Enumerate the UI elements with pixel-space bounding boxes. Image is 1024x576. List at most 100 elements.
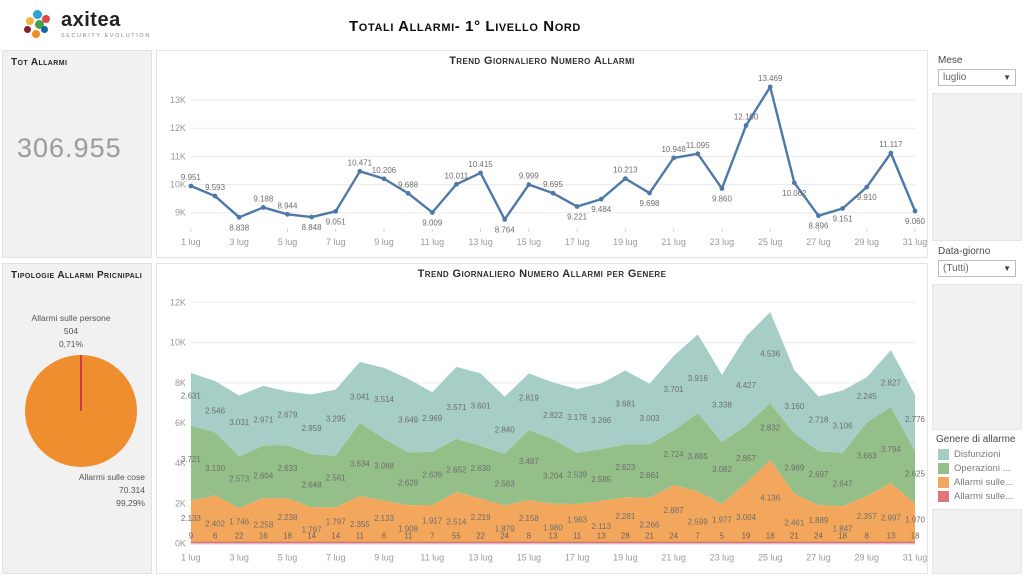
disfunzioni-swatch — [938, 449, 949, 460]
axitea-logo-icon — [24, 9, 54, 39]
svg-text:8.764: 8.764 — [495, 225, 516, 234]
svg-text:2.133: 2.133 — [181, 514, 202, 523]
svg-text:2.971: 2.971 — [253, 416, 274, 425]
svg-text:2.158: 2.158 — [519, 514, 540, 523]
tipologie-pie-chart[interactable] — [3, 352, 153, 470]
svg-text:22: 22 — [235, 532, 244, 541]
svg-text:3.681: 3.681 — [615, 400, 636, 409]
svg-text:9 lug: 9 lug — [374, 553, 393, 563]
svg-text:12K: 12K — [170, 297, 186, 307]
svg-text:3.295: 3.295 — [326, 415, 347, 424]
svg-text:3.794: 3.794 — [881, 445, 902, 454]
svg-text:2.245: 2.245 — [857, 392, 878, 401]
layout: Tot Allarmi 306.955 Tipologie Allarmi Pr… — [0, 47, 1024, 576]
svg-text:2.258: 2.258 — [253, 521, 274, 530]
trend-area-title: Trend Giornaliero Numero Allarmi per Gen… — [417, 268, 667, 280]
svg-text:2.997: 2.997 — [881, 513, 902, 522]
svg-text:11: 11 — [404, 532, 413, 541]
svg-text:2.266: 2.266 — [640, 520, 661, 529]
mese-label: Mese — [938, 55, 963, 66]
svg-text:5 lug: 5 lug — [278, 237, 297, 247]
mese-dropdown[interactable]: luglio ▼ — [938, 69, 1016, 86]
svg-text:21 lug: 21 lug — [661, 237, 685, 247]
tot-allarmi-panel: Tot Allarmi 306.955 — [2, 50, 152, 258]
svg-text:3 lug: 3 lug — [229, 237, 248, 247]
svg-text:2.585: 2.585 — [591, 475, 612, 484]
svg-text:2.679: 2.679 — [277, 410, 298, 419]
svg-text:18: 18 — [283, 532, 292, 541]
svg-text:1.977: 1.977 — [712, 516, 733, 525]
svg-text:9: 9 — [189, 532, 194, 541]
data-giorno-dropdown[interactable]: (Tutti) ▼ — [938, 260, 1016, 277]
svg-text:23 lug: 23 lug — [710, 553, 734, 563]
pie-label-persone: Allarmi sulle persone 504 0,71% — [31, 313, 111, 350]
axitea-logo: axitea SECURITY EVOLUTION — [24, 9, 151, 39]
svg-text:3.266: 3.266 — [591, 416, 612, 425]
legend-title: Genere di allarme — [936, 434, 1016, 445]
svg-text:24: 24 — [500, 532, 509, 541]
svg-text:7 lug: 7 lug — [326, 237, 345, 247]
header: axitea SECURITY EVOLUTION Totali Allarmi… — [0, 0, 1024, 47]
svg-text:1.889: 1.889 — [809, 516, 830, 525]
legend-item-allarmi-cose[interactable]: Allarmi sulle... — [938, 477, 1018, 488]
trend-line-chart[interactable]: 9K 10K 11K 12K 13K 1 lug 3 lug 5 lug 7 lug 9 lug 1… — [157, 67, 927, 253]
svg-text:16: 16 — [259, 532, 268, 541]
svg-text:10K: 10K — [170, 180, 186, 190]
svg-text:3.571: 3.571 — [446, 403, 467, 412]
svg-text:18: 18 — [838, 532, 847, 541]
tipologie-panel: Tipologie Allarmi Pricnipali Allarmi sul… — [2, 263, 152, 574]
svg-text:8.896: 8.896 — [809, 222, 830, 231]
legend-item-allarmi-persone[interactable]: Allarmi sulle... — [938, 491, 1018, 502]
svg-text:14: 14 — [331, 532, 340, 541]
svg-text:10.206: 10.206 — [372, 166, 397, 175]
svg-text:9.221: 9.221 — [567, 212, 588, 221]
allarmi-cose-swatch — [938, 477, 949, 488]
svg-text:18: 18 — [766, 532, 775, 541]
svg-text:2.546: 2.546 — [205, 407, 226, 416]
svg-text:3.916: 3.916 — [688, 374, 709, 383]
legend-item-disfunzioni[interactable]: Disfunzioni — [938, 449, 1018, 460]
svg-text:6: 6 — [213, 532, 218, 541]
svg-text:2.724: 2.724 — [664, 450, 685, 459]
svg-text:9.593: 9.593 — [205, 183, 226, 192]
svg-text:23 lug: 23 lug — [710, 237, 734, 247]
svg-text:27 lug: 27 lug — [806, 237, 830, 247]
svg-text:3.721: 3.721 — [181, 455, 202, 464]
svg-text:8.838: 8.838 — [229, 223, 250, 232]
legend-item-operazioni[interactable]: Operazioni ... — [938, 463, 1018, 474]
trend-area-chart[interactable]: 0K 2K 4K 6K 8K 10K 12K 9 6 22 16 18 14 14 11 6 11 7 55 22 24… — [157, 280, 927, 568]
svg-text:1.917: 1.917 — [422, 516, 443, 525]
svg-text:11: 11 — [573, 532, 582, 541]
svg-text:9.688: 9.688 — [398, 180, 419, 189]
svg-text:24: 24 — [669, 532, 678, 541]
tot-allarmi-title: Tot Allarmi — [11, 57, 68, 68]
svg-text:25 lug: 25 lug — [758, 553, 782, 563]
svg-text:2.629: 2.629 — [398, 479, 419, 488]
svg-text:12K: 12K — [170, 123, 186, 133]
svg-text:8: 8 — [865, 532, 870, 541]
svg-text:1.963: 1.963 — [567, 516, 588, 525]
operazioni-swatch — [938, 463, 949, 474]
svg-text:15 lug: 15 lug — [517, 553, 541, 563]
svg-text:2.819: 2.819 — [519, 394, 540, 403]
genere-legend: Genere di allarme Disfunzioni Operazioni… — [932, 430, 1022, 509]
svg-text:4.427: 4.427 — [736, 381, 757, 390]
svg-text:2.599: 2.599 — [688, 517, 709, 526]
svg-text:11.095: 11.095 — [686, 141, 710, 150]
svg-text:1.847: 1.847 — [833, 525, 854, 534]
svg-text:2.959: 2.959 — [302, 424, 323, 433]
svg-text:2.604: 2.604 — [253, 472, 274, 481]
svg-text:27 lug: 27 lug — [806, 553, 830, 563]
pie-label-cose: Allarmi sulle cose 70.314 99,29% — [78, 471, 145, 508]
svg-text:2.661: 2.661 — [640, 471, 661, 480]
svg-text:9.698: 9.698 — [640, 199, 661, 208]
right-sidebar: Mese luglio ▼ Data-giorno (Tutti) ▼ Gene… — [932, 50, 1022, 574]
svg-text:2.561: 2.561 — [326, 474, 347, 483]
mese-filter: Mese luglio ▼ — [932, 50, 1022, 93]
tipologie-title: Tipologie Allarmi Pricnipali — [11, 270, 143, 281]
svg-text:10.471: 10.471 — [348, 158, 373, 167]
svg-text:2.776: 2.776 — [905, 415, 926, 424]
svg-text:18: 18 — [911, 532, 920, 541]
svg-text:2.648: 2.648 — [302, 481, 323, 490]
